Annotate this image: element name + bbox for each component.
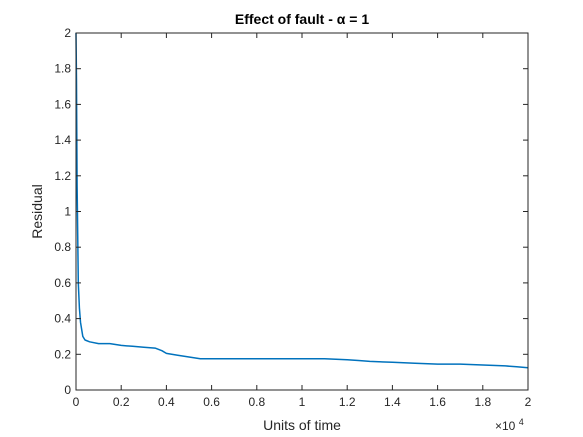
y-tick-label: 0.4 <box>54 312 71 326</box>
y-tick-label: 0.8 <box>54 240 71 254</box>
y-tick-label: 1.4 <box>54 133 71 147</box>
series-line-1 <box>75 32 529 369</box>
y-axis-label: Residual <box>29 184 45 238</box>
x-axis-multiplier: ×10 4 <box>495 417 524 433</box>
y-tick-label: 0 <box>64 383 71 397</box>
x-tick-label: 0 <box>73 395 80 409</box>
x-tick-label: 1.4 <box>384 395 401 409</box>
series-layer <box>75 32 529 369</box>
x-axis-label: Units of time <box>263 417 341 433</box>
y-tick-label: 1.2 <box>54 169 71 183</box>
x-tick-label: 1.2 <box>339 395 356 409</box>
y-tick-label: 1 <box>64 205 71 219</box>
y-tick-label: 1.6 <box>54 97 71 111</box>
x-tick-label: 0.2 <box>113 395 130 409</box>
x-axis-multiplier-exponent: 4 <box>519 417 524 427</box>
chart-title: Effect of fault - α = 1 <box>235 11 369 27</box>
x-tick-label: 2 <box>525 395 532 409</box>
y-tick-label: 2 <box>64 26 71 40</box>
x-ticks-layer: 0 0.2 0.4 0.6 0.8 1 1.2 1.4 1.6 1.8 2 <box>73 33 532 409</box>
y-ticks-layer: 0 0.2 0.4 0.6 0.8 1 1.2 1.4 1.6 1.8 2 <box>54 26 528 397</box>
x-tick-label: 1.6 <box>429 395 446 409</box>
x-tick-label: 1.8 <box>474 395 491 409</box>
x-tick-label: 1 <box>299 395 306 409</box>
x-tick-label: 0.8 <box>248 395 265 409</box>
x-tick-label: 0.4 <box>158 395 175 409</box>
x-tick-label: 0.6 <box>203 395 220 409</box>
y-tick-label: 0.6 <box>54 276 71 290</box>
y-tick-label: 1.8 <box>54 62 71 76</box>
y-tick-label: 0.2 <box>54 347 71 361</box>
x-axis-multiplier-base: ×10 <box>495 419 516 433</box>
